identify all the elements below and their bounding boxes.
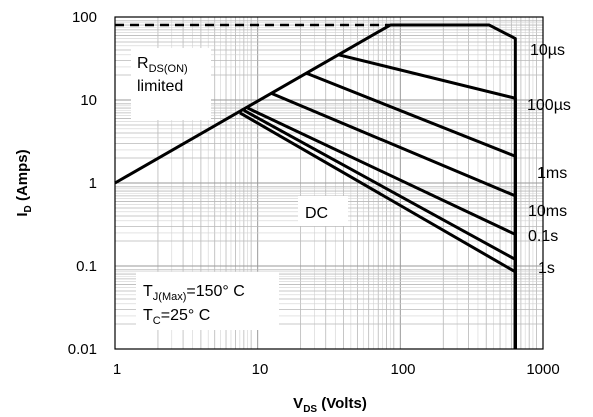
tj-rest: =150° C (186, 283, 244, 300)
rds-main: R (137, 55, 149, 72)
y-axis-sub: D (23, 205, 34, 212)
series-label-10ms: 10ms (528, 203, 567, 220)
tc-rest: =25° C (161, 307, 211, 324)
tj-label: TJ(Max)=150° C (143, 283, 245, 303)
series-label-1ms: 1ms (537, 165, 567, 182)
rds-label-box (131, 48, 211, 120)
tc-main: T (143, 307, 153, 324)
y-axis-rest: (Amps) (14, 149, 31, 205)
series-label-01s: 0.1s (528, 228, 558, 245)
y-axis-main: I (14, 212, 31, 216)
tj-main: T (143, 283, 153, 300)
series-label-dc: DC (305, 205, 328, 222)
y-tick-label: 0.1 (76, 258, 97, 275)
x-tick-labels: 1 10 100 1000 (113, 361, 560, 378)
x-tick-label: 100 (390, 361, 415, 378)
rds-limited-label: limited (137, 78, 183, 95)
series-label-10us: 10µs (530, 42, 565, 59)
y-axis-title: ID (Amps) (14, 149, 34, 216)
y-tick-label: 0.01 (68, 341, 97, 358)
tc-label: TC=25° C (143, 307, 210, 327)
x-axis-rest: (Volts) (317, 395, 367, 412)
rds-on-label: RDS(ON) (137, 55, 188, 75)
x-tick-label: 10 (252, 361, 269, 378)
dc-label-box (298, 196, 348, 226)
y-tick-label: 1 (89, 175, 97, 192)
conditions-box (136, 272, 279, 330)
y-tick-label: 100 (72, 9, 97, 26)
series-label-1s: 1s (538, 260, 555, 277)
tc-sub: C (153, 315, 161, 327)
x-tick-label: 1 (113, 361, 121, 378)
x-tick-label: 1000 (526, 361, 559, 378)
series-label-100us: 100µs (527, 97, 571, 114)
tj-sub: J(Max) (153, 291, 187, 303)
rds-sub: DS(ON) (149, 63, 188, 75)
rds-on-limit-line (114, 23, 392, 185)
plot-frame (114, 16, 544, 350)
x-axis-main: V (293, 395, 303, 412)
x-axis-sub: DS (303, 404, 317, 415)
soa-series-line (239, 111, 517, 349)
y-tick-label: 10 (80, 92, 97, 109)
y-tick-labels: 0.01 0.1 1 10 100 (68, 9, 97, 358)
curves (114, 23, 517, 349)
x-axis-title: VDS (Volts) (293, 395, 367, 415)
